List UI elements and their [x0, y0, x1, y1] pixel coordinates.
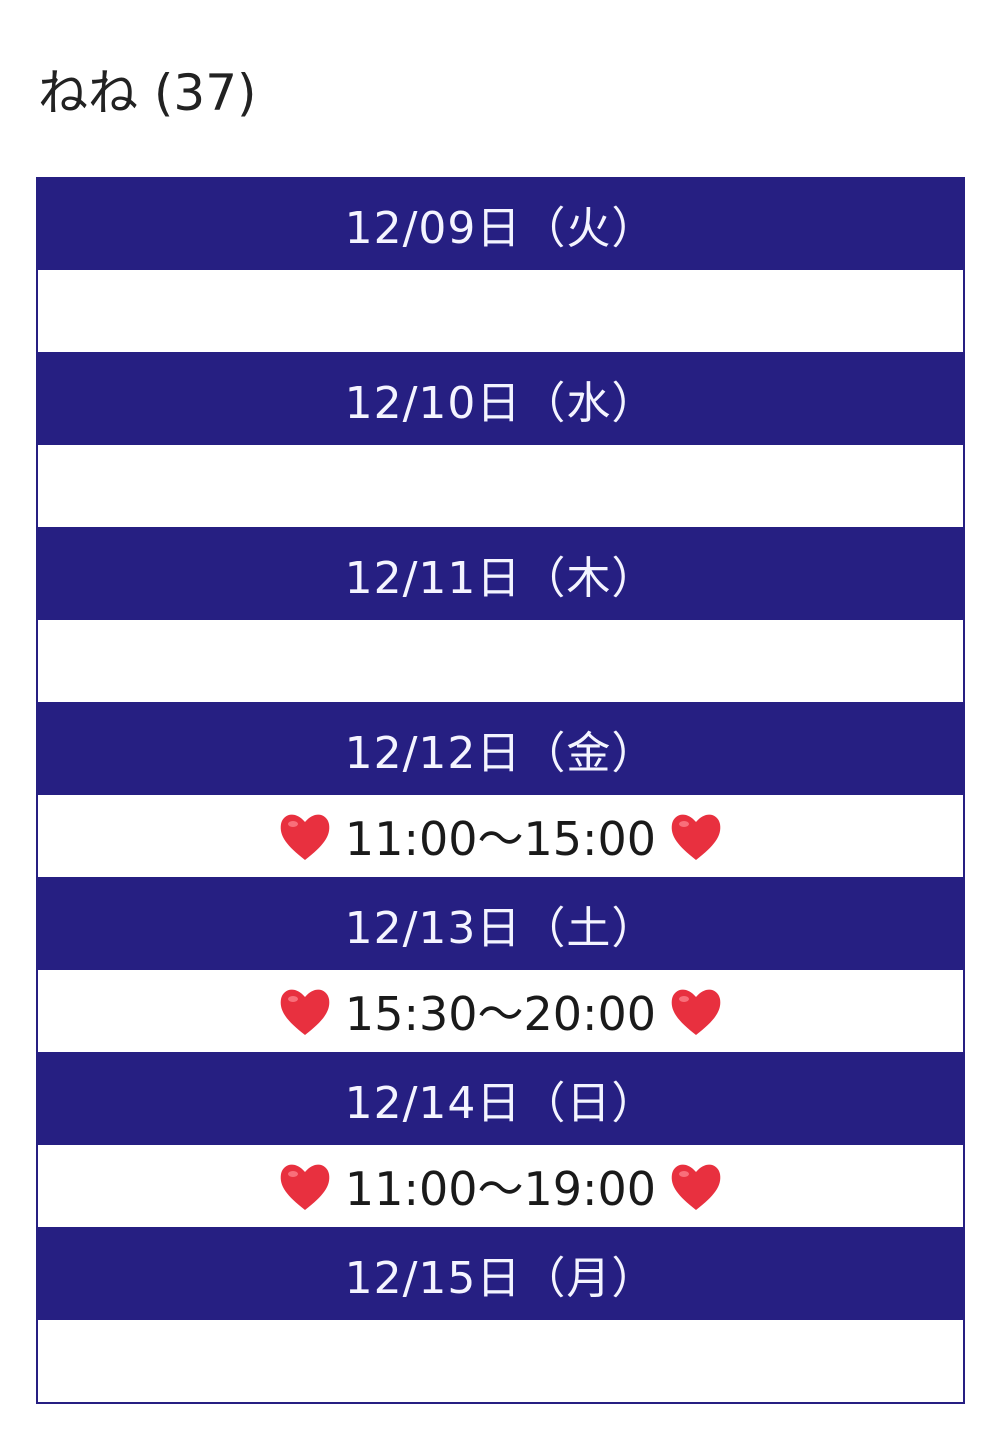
day-shift-cell: 11:00〜15:00 — [38, 795, 963, 877]
heart-icon — [668, 985, 724, 1037]
shift-time: 11:00〜19:00 — [344, 1162, 657, 1216]
shift-time: 15:30〜20:00 — [344, 987, 657, 1041]
heart-icon — [277, 810, 333, 862]
day-header: 12/13日（土） — [38, 877, 963, 970]
day-header: 12/11日（木） — [38, 527, 963, 620]
day-shift-cell — [38, 620, 963, 702]
day-shift-cell: 15:30〜20:00 — [38, 970, 963, 1052]
day-header: 12/10日（水） — [38, 352, 963, 445]
day-header: 12/15日（月） — [38, 1227, 963, 1320]
day-shift-cell — [38, 1320, 963, 1402]
day-header: 12/14日（日） — [38, 1052, 963, 1145]
day-shift-cell — [38, 270, 963, 352]
page-title: ねね (37) — [38, 64, 257, 122]
heart-icon — [668, 810, 724, 862]
day-header: 12/09日（火） — [38, 177, 963, 270]
heart-icon — [277, 985, 333, 1037]
day-shift-cell — [38, 445, 963, 527]
shift-time: 11:00〜15:00 — [344, 812, 657, 866]
day-header: 12/12日（金） — [38, 702, 963, 795]
heart-icon — [277, 1160, 333, 1212]
day-shift-cell: 11:00〜19:00 — [38, 1145, 963, 1227]
heart-icon — [668, 1160, 724, 1212]
schedule-table: 12/09日（火） 12/10日（水） 12/11日（木） 12/12日（金） 11:0… — [36, 177, 965, 1404]
